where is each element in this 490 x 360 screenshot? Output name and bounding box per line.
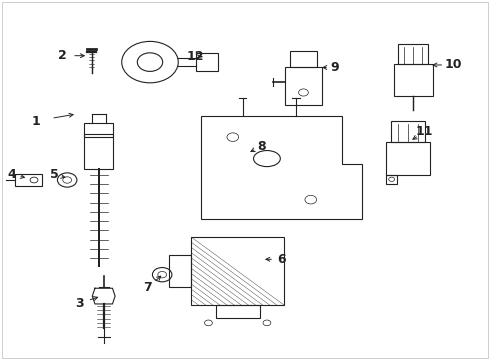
Text: 7: 7 [143,282,152,294]
Text: 9: 9 [331,61,340,74]
Bar [170,255,192,287]
Text: 10: 10 [445,58,462,72]
Bar [216,305,260,318]
Bar [84,123,114,137]
Text: 8: 8 [258,140,267,153]
Bar [15,174,42,186]
Text: 4: 4 [8,168,17,181]
Bar [192,237,284,305]
Bar [196,53,218,71]
Bar [393,64,433,96]
Bar [398,44,428,64]
Bar [285,67,322,105]
Text: 3: 3 [75,297,84,310]
Bar [84,134,114,169]
Bar [290,51,317,67]
Text: 6: 6 [277,253,286,266]
Bar [391,121,425,143]
Bar [386,143,430,175]
Text: 5: 5 [49,168,58,181]
Bar [386,175,397,184]
Text: 1: 1 [31,114,40,127]
Text: 12: 12 [187,50,204,63]
Text: 2: 2 [58,49,67,62]
Text: 11: 11 [416,125,433,138]
